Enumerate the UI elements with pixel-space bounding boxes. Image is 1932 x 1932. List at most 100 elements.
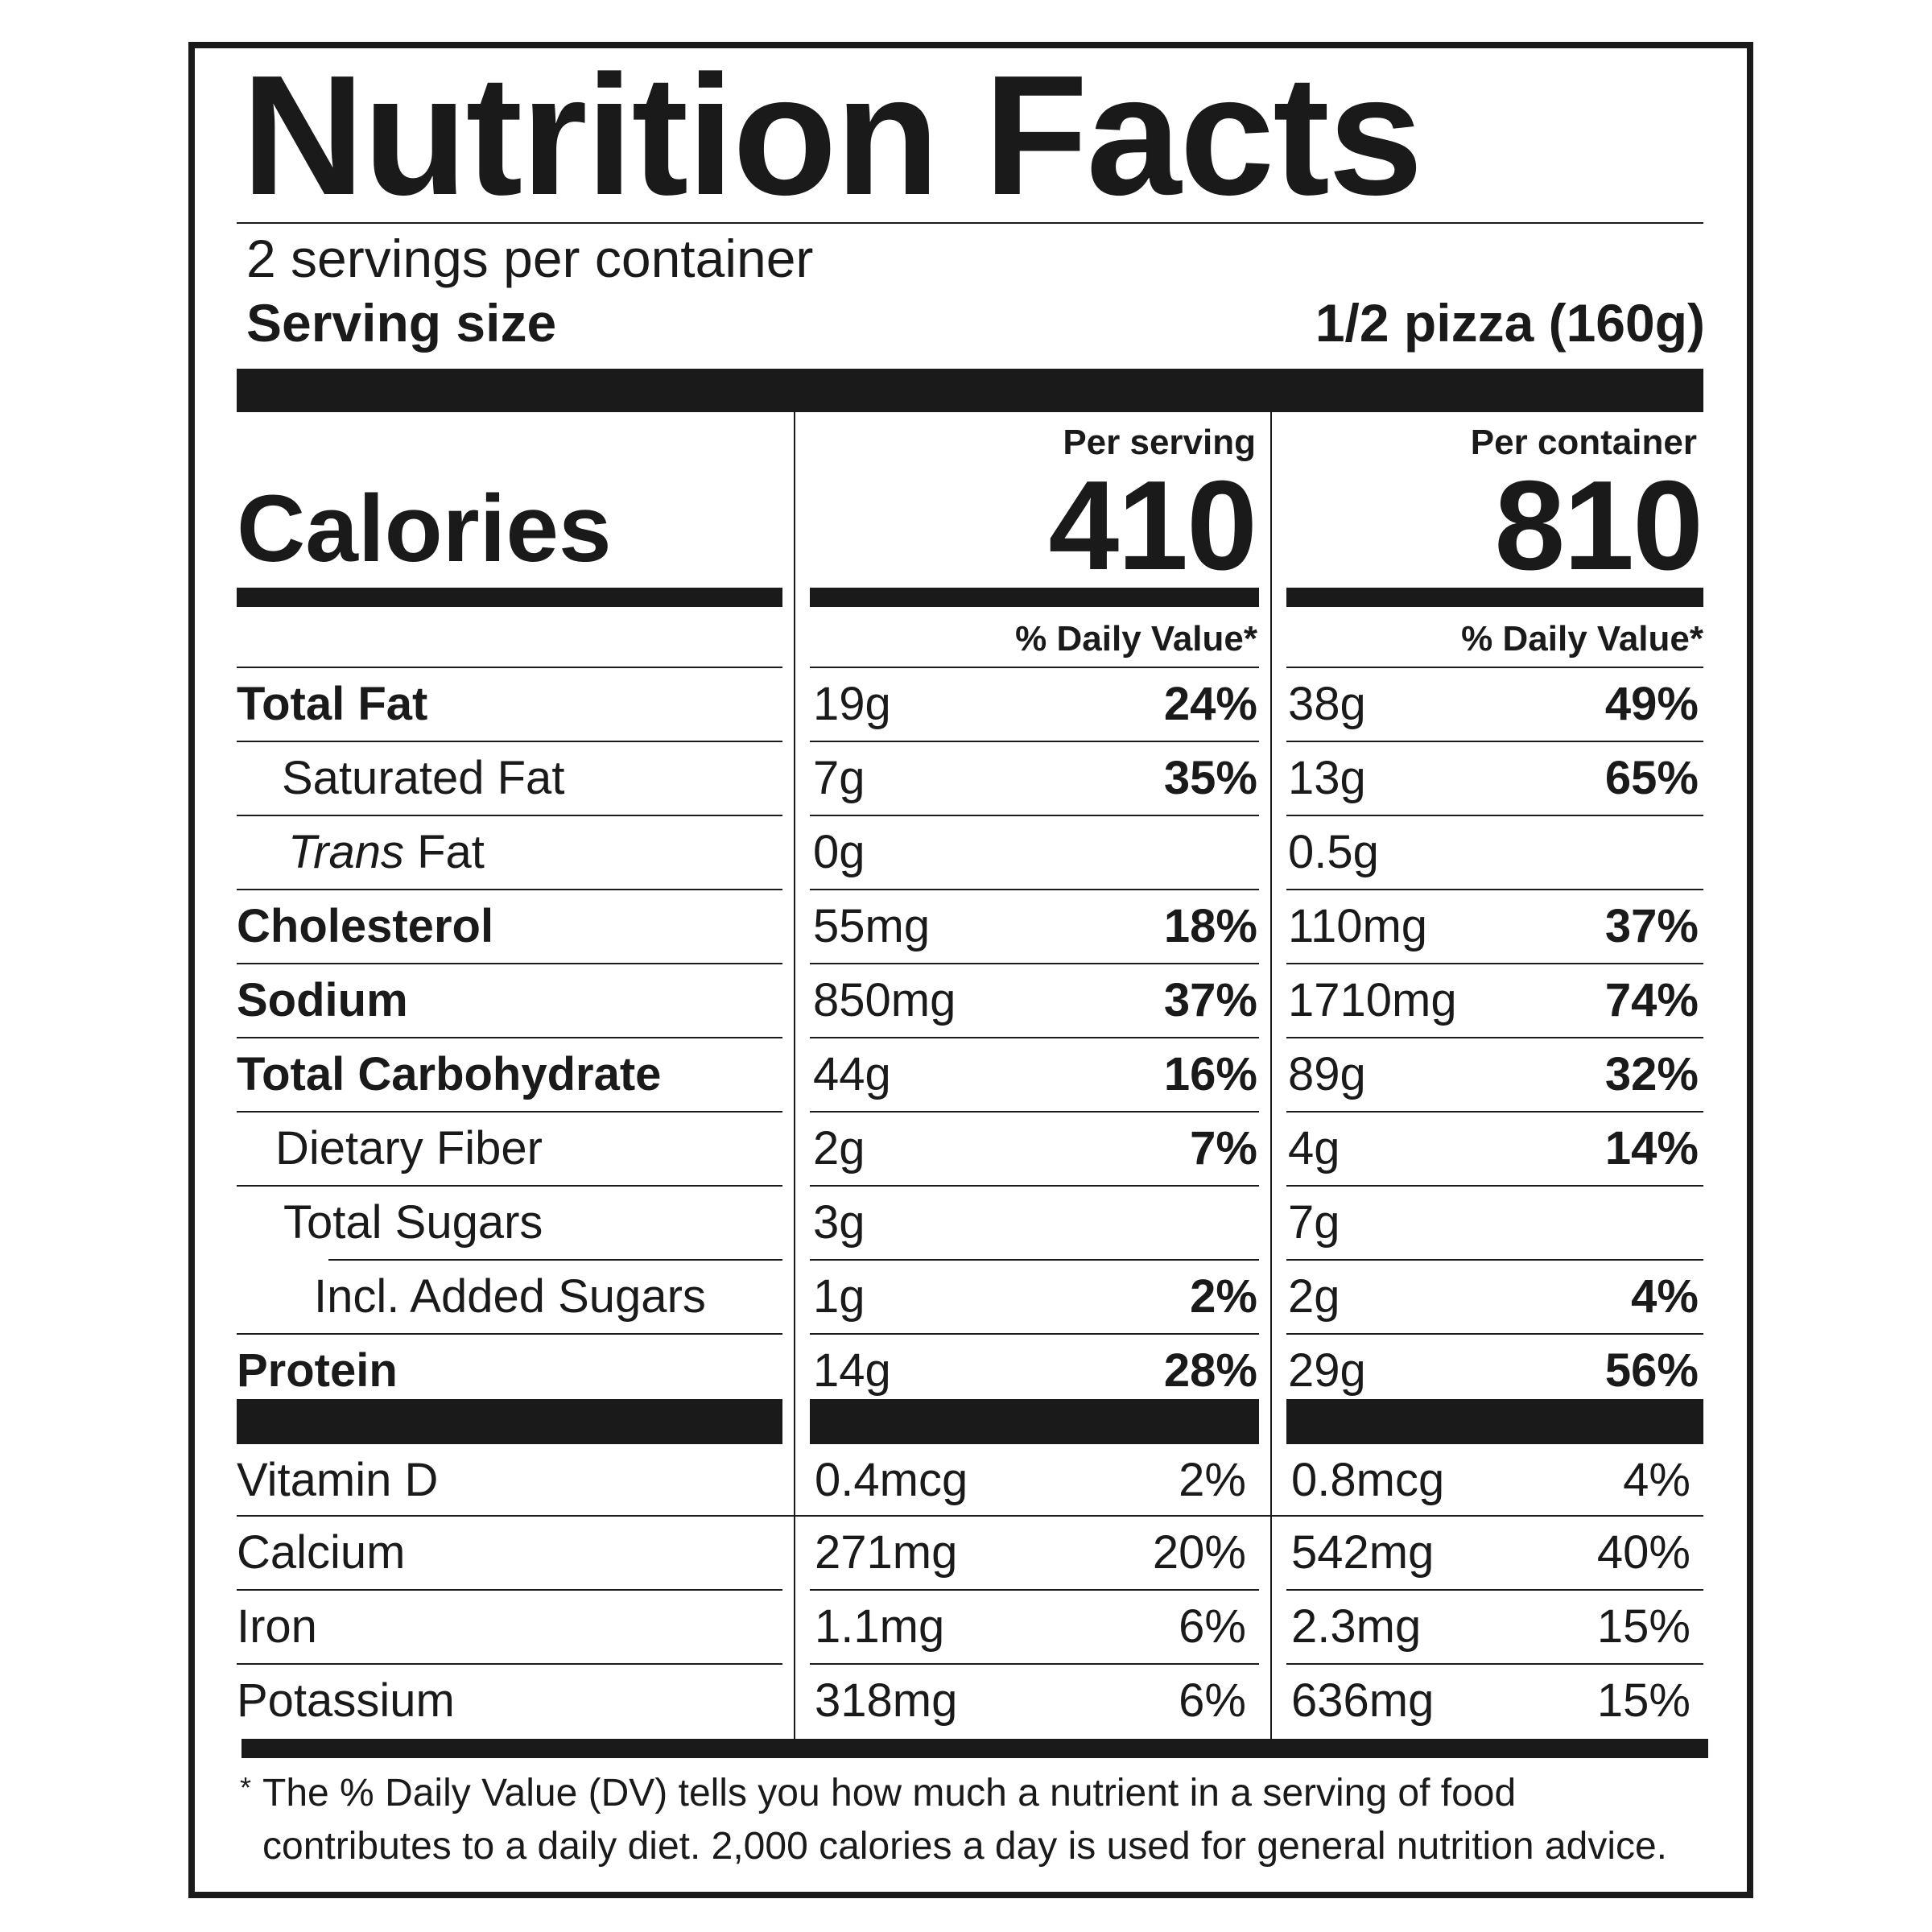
servings-per-container: 2 servings per container xyxy=(246,229,814,288)
row-line xyxy=(237,1037,782,1038)
nutrient-row-total-fat: Total Fat 19g 24% 38g 49% xyxy=(0,668,1932,741)
container-dv: 15% xyxy=(1596,1674,1690,1727)
container-amount: 0.5g xyxy=(1288,826,1379,878)
nutrient-name: Dietary Fiber xyxy=(275,1122,543,1174)
serving-amount: 1.1mg xyxy=(815,1600,945,1653)
row-line xyxy=(1286,1185,1703,1187)
vitamin-name: Iron xyxy=(237,1600,317,1653)
calories-label: Calories xyxy=(237,476,612,582)
nutrient-name: Cholesterol xyxy=(237,900,494,952)
column-divider-serving xyxy=(794,412,795,1739)
thick-divider-vitamins-label xyxy=(237,1399,782,1444)
container-dv: 65% xyxy=(1604,752,1699,804)
nutrient-row-added-sugars: Incl. Added Sugars 1g 2% 2g 4% xyxy=(0,1261,1932,1333)
container-amount: 636mg xyxy=(1291,1674,1435,1727)
vitamin-row-vitamin-d: Vitamin D 0.4mcg 2% 0.8mcg 4% xyxy=(0,1444,1932,1517)
vitamin-row-potassium: Potassium 318mg 6% 636mg 15% xyxy=(0,1665,1932,1737)
footnote-line-2: contributes to a daily diet. 2,000 calor… xyxy=(262,1825,1668,1868)
container-amount: 2g xyxy=(1288,1270,1340,1323)
nutrient-name: Trans Fat xyxy=(288,816,485,889)
container-amount: 89g xyxy=(1288,1048,1366,1100)
serving-size-label: Serving size xyxy=(246,293,557,353)
serving-amount: 19g xyxy=(813,678,891,730)
container-dv: 37% xyxy=(1604,900,1699,952)
container-amount: 7g xyxy=(1288,1196,1340,1249)
row-line xyxy=(237,1185,782,1187)
row-line xyxy=(1286,1037,1703,1038)
nutrient-row-dietary-fiber: Dietary Fiber 2g 7% 4g 14% xyxy=(0,1113,1932,1185)
row-line xyxy=(237,1663,782,1665)
serving-amount: 318mg xyxy=(815,1674,958,1727)
nutrient-row-sodium: Sodium 850mg 37% 1710mg 74% xyxy=(0,964,1932,1037)
nutrient-row-total-carbohydrate: Total Carbohydrate 44g 16% 89g 32% xyxy=(0,1038,1932,1111)
container-amount: 4g xyxy=(1288,1122,1340,1174)
row-line xyxy=(1286,1589,1703,1591)
row-line xyxy=(237,1333,782,1335)
container-dv: 56% xyxy=(1604,1344,1699,1397)
thick-divider-vitamins-container xyxy=(1286,1399,1703,1444)
container-dv: 49% xyxy=(1604,678,1699,730)
container-amount: 1710mg xyxy=(1288,974,1457,1026)
column-divider-container xyxy=(1270,412,1272,1739)
trans-suffix: Fat xyxy=(403,826,485,878)
container-dv: 74% xyxy=(1604,974,1699,1026)
label-frame xyxy=(188,42,1753,1898)
serving-amount: 7g xyxy=(813,752,865,804)
container-amount: 0.8mcg xyxy=(1291,1454,1445,1506)
row-line xyxy=(810,815,1259,816)
row-line xyxy=(1286,963,1703,964)
container-dv: 40% xyxy=(1596,1526,1690,1579)
title-divider xyxy=(237,222,1703,224)
row-line xyxy=(237,963,782,964)
row-line xyxy=(1286,1111,1703,1113)
calories-bar-container xyxy=(1286,588,1703,607)
serving-amount: 850mg xyxy=(813,974,956,1026)
row-line xyxy=(1286,815,1703,816)
vitamin-row-iron: Iron 1.1mg 6% 2.3mg 15% xyxy=(0,1591,1932,1663)
nutrient-name: Protein xyxy=(237,1344,398,1397)
calories-per-container: 810 xyxy=(1494,455,1703,597)
row-line xyxy=(810,889,1259,890)
nutrient-row-cholesterol: Cholesterol 55mg 18% 110mg 37% xyxy=(0,890,1932,963)
nutrient-row-trans-fat: Trans Fat 0g 0.5g xyxy=(0,816,1932,889)
serving-amount: 55mg xyxy=(813,900,931,952)
container-dv: 15% xyxy=(1596,1600,1690,1653)
row-line xyxy=(1286,889,1703,890)
serving-amount: 0g xyxy=(813,826,865,878)
daily-value-header-container: % Daily Value* xyxy=(1461,619,1703,658)
calories-bar-label xyxy=(237,588,782,607)
row-line xyxy=(810,963,1259,964)
serving-amount: 14g xyxy=(813,1344,891,1397)
row-line xyxy=(810,667,1259,668)
serving-dv: 6% xyxy=(1179,1674,1246,1727)
vitamin-name: Calcium xyxy=(237,1526,406,1579)
row-line xyxy=(810,1663,1259,1665)
thick-divider-vitamins-serving xyxy=(810,1399,1259,1444)
container-dv: 32% xyxy=(1604,1048,1699,1100)
serving-dv: 7% xyxy=(1190,1122,1257,1174)
row-line xyxy=(1286,741,1703,742)
container-dv: 4% xyxy=(1631,1270,1699,1323)
nutrient-name: Total Fat xyxy=(237,678,428,730)
serving-amount: 0.4mcg xyxy=(815,1454,968,1506)
serving-amount: 271mg xyxy=(815,1526,958,1579)
row-line xyxy=(237,667,782,668)
serving-amount: 44g xyxy=(813,1048,891,1100)
serving-dv: 28% xyxy=(1163,1344,1257,1397)
serving-dv: 20% xyxy=(1152,1526,1246,1579)
per-container-header: Per container xyxy=(1470,423,1697,462)
row-line xyxy=(1286,667,1703,668)
container-dv: 14% xyxy=(1604,1122,1699,1174)
thick-divider-top xyxy=(237,369,1703,412)
row-line xyxy=(237,1589,782,1591)
row-line xyxy=(237,889,782,890)
serving-dv: 16% xyxy=(1163,1048,1257,1100)
container-amount: 13g xyxy=(1288,752,1366,804)
serving-dv: 24% xyxy=(1163,678,1257,730)
thick-divider-bottom xyxy=(242,1739,1708,1758)
container-amount: 110mg xyxy=(1288,900,1428,952)
container-amount: 38g xyxy=(1288,678,1366,730)
row-line xyxy=(237,1515,1703,1517)
serving-amount: 3g xyxy=(813,1196,865,1249)
row-line xyxy=(810,1037,1259,1038)
